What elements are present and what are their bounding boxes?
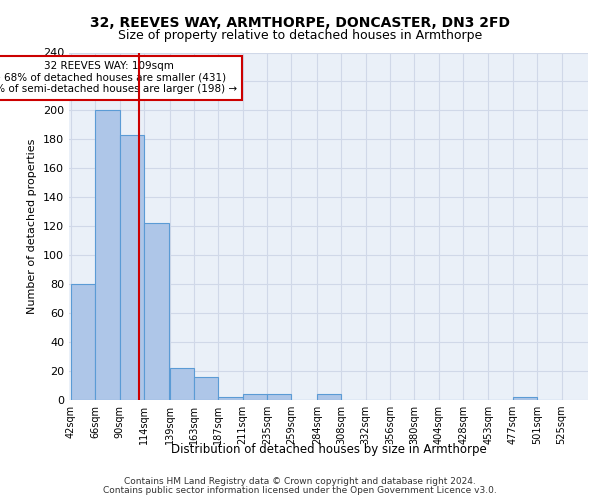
- Bar: [242, 394, 267, 400]
- Bar: [170, 368, 194, 400]
- Bar: [144, 224, 169, 400]
- Text: 32 REEVES WAY: 109sqm
← 68% of detached houses are smaller (431)
31% of semi-det: 32 REEVES WAY: 109sqm ← 68% of detached …: [0, 61, 236, 94]
- Bar: [317, 394, 341, 400]
- Text: 32, REEVES WAY, ARMTHORPE, DONCASTER, DN3 2FD: 32, REEVES WAY, ARMTHORPE, DONCASTER, DN…: [90, 16, 510, 30]
- Bar: [120, 135, 144, 400]
- Text: Size of property relative to detached houses in Armthorpe: Size of property relative to detached ho…: [118, 29, 482, 42]
- Text: Distribution of detached houses by size in Armthorpe: Distribution of detached houses by size …: [171, 442, 487, 456]
- Bar: [513, 397, 537, 400]
- Text: Contains HM Land Registry data © Crown copyright and database right 2024.: Contains HM Land Registry data © Crown c…: [124, 477, 476, 486]
- Bar: [71, 284, 95, 400]
- Bar: [267, 394, 292, 400]
- Bar: [194, 377, 218, 400]
- Y-axis label: Number of detached properties: Number of detached properties: [28, 138, 37, 314]
- Bar: [95, 110, 120, 400]
- Text: Contains public sector information licensed under the Open Government Licence v3: Contains public sector information licen…: [103, 486, 497, 495]
- Bar: [218, 397, 242, 400]
